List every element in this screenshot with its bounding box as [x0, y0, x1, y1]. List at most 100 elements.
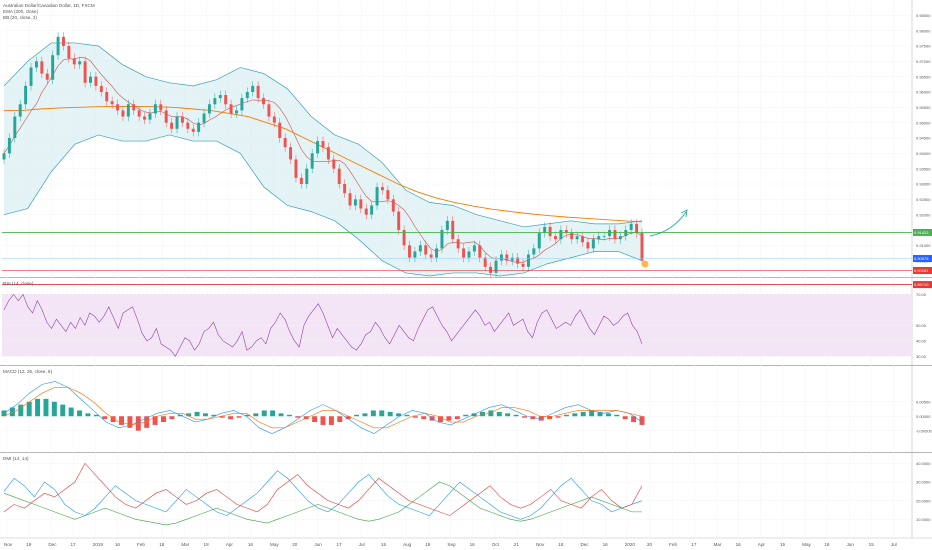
price-tick-label: 40.0000	[916, 461, 931, 466]
candle-body	[283, 138, 287, 148]
time-tick-label: 16	[248, 542, 254, 547]
macd-histogram-bar	[253, 413, 259, 417]
time-tick-label: Nov	[536, 542, 545, 547]
candle-body	[78, 61, 82, 65]
macd-histogram-bar	[337, 416, 343, 423]
candle-body	[478, 245, 482, 258]
macd-histogram-bar	[169, 416, 175, 420]
candle-body	[640, 233, 644, 261]
macd-histogram-bar	[161, 416, 166, 423]
candle-body	[472, 245, 476, 252]
macd-histogram-bar	[144, 416, 150, 428]
macd-histogram-bar	[480, 411, 485, 417]
macd-histogram-bar	[43, 398, 49, 417]
price-tick-label: 0.97000	[916, 59, 931, 64]
candle-body	[440, 230, 444, 249]
candle-body	[559, 230, 563, 240]
candle-body	[413, 251, 417, 258]
time-tick-label: May	[270, 542, 279, 547]
candle-body	[62, 36, 65, 46]
price-tick-label: 0.00500	[916, 399, 931, 404]
macd-histogram-bar	[110, 416, 116, 423]
dmi-plus-line	[3, 470, 643, 520]
macd-histogram-bar	[9, 407, 15, 417]
candle-body	[564, 230, 568, 234]
macd-histogram-bar	[211, 414, 217, 417]
macd-histogram-bar	[102, 416, 108, 420]
macd-histogram-bar	[438, 416, 444, 423]
price-tick-label: 0.00000	[916, 414, 931, 419]
macd-histogram-bar	[421, 416, 427, 420]
macd-histogram-bar	[93, 414, 99, 417]
time-tick-label: 15	[869, 542, 875, 547]
candle-body	[278, 122, 282, 138]
candle-body	[618, 236, 622, 240]
time-tick-label: Apr	[226, 542, 234, 547]
macd-histogram-bar	[412, 416, 418, 418]
time-tick-label: 16	[115, 542, 121, 547]
macd-histogram-bar	[270, 410, 276, 417]
time-tick-label: 18	[824, 542, 830, 547]
candle-body	[543, 226, 547, 234]
macd-histogram-bar	[505, 413, 511, 417]
candle-body	[40, 61, 44, 74]
symbol-title: Australian Dollar/Canadian Dollar, 1D, F…	[3, 3, 95, 8]
macd-histogram-bar	[60, 404, 66, 417]
candle-body	[608, 230, 612, 237]
macd-histogram-bar	[177, 414, 183, 417]
time-tick-label: 15	[381, 542, 387, 547]
candle-body	[197, 122, 201, 132]
price-tick-label: 0.98000	[916, 28, 931, 33]
macd-histogram-bar	[219, 416, 225, 418]
time-tick-label: 18	[204, 542, 210, 547]
macd-histogram-bar	[589, 410, 595, 417]
macd-histogram-bar	[51, 401, 57, 417]
candle-body	[99, 85, 103, 92]
macd-histogram-bar	[26, 401, 32, 417]
macd-histogram-bar	[328, 416, 334, 425]
macd-histogram-bar	[278, 413, 284, 417]
mid-price-label-box	[913, 266, 932, 274]
price-tick-label: 20.0000	[916, 498, 931, 503]
time-tick-label: Feb	[669, 542, 677, 547]
macd-histogram-bar	[320, 416, 326, 425]
candle-body	[391, 199, 395, 212]
candle-body	[137, 110, 141, 117]
macd-histogram-bar	[555, 416, 561, 418]
time-tick-label: 17	[691, 542, 697, 547]
candle-body	[164, 110, 168, 123]
candle-body	[359, 199, 363, 209]
time-tick-label: Sep	[447, 542, 456, 547]
time-tick-label: 16	[736, 542, 742, 547]
macd-histogram-bar	[354, 414, 360, 417]
price-tick-label: 10.0000	[916, 517, 931, 522]
macd-histogram-bar	[1, 410, 7, 417]
candle-body	[191, 128, 195, 132]
candle-body	[602, 236, 606, 237]
candle-body	[483, 257, 487, 267]
current-price-label-box	[913, 255, 932, 263]
macd-histogram-bar	[194, 411, 200, 417]
candle-body	[348, 193, 352, 206]
candle-body	[7, 138, 11, 154]
candle-body	[467, 251, 471, 258]
macd-histogram-bar	[370, 410, 376, 417]
macd-histogram-bar	[18, 404, 24, 417]
candle-body	[121, 110, 125, 117]
macd-histogram-bar	[228, 416, 234, 420]
macd-histogram-bar	[488, 410, 494, 417]
candle-body	[510, 257, 514, 261]
candle-body	[375, 187, 379, 206]
candle-body	[397, 211, 401, 230]
price-tick-label: -0.00500	[916, 428, 932, 433]
macd-histogram-bar	[454, 416, 460, 420]
price-tick-label: 0.93500	[916, 166, 931, 171]
time-tick-label: 21	[514, 542, 520, 547]
candle-body	[613, 230, 617, 240]
candle-body	[218, 95, 222, 99]
rsi-legend: RSI (14, close)	[3, 281, 34, 286]
candle-body	[305, 168, 309, 184]
candle-body	[18, 104, 22, 117]
macd-histogram-bar	[631, 416, 637, 423]
